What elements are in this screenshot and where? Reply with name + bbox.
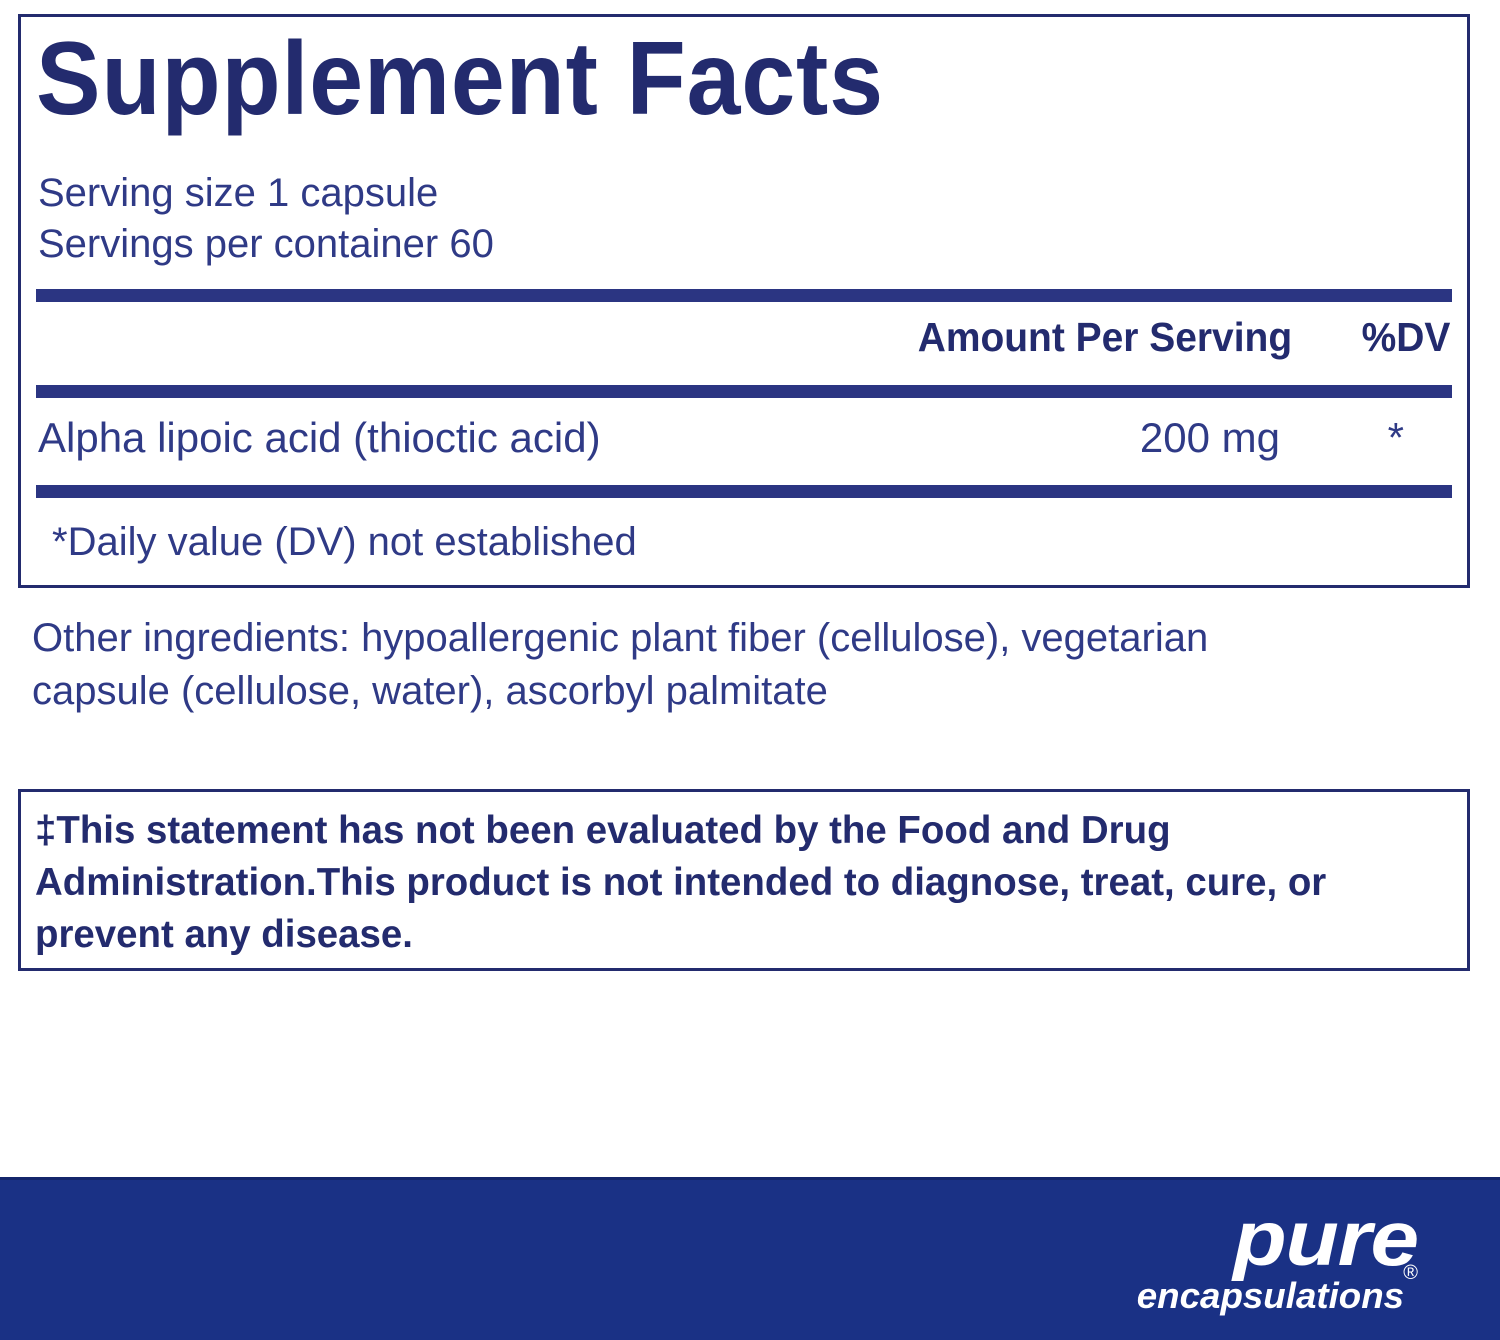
other-ingredients-text: Other ingredients: hypoallergenic plant … — [32, 616, 1209, 713]
serving-size-text: Serving size 1 capsule — [38, 171, 439, 215]
supplement-facts-panel: Supplement Facts Serving size 1 capsule … — [18, 14, 1470, 588]
column-header-percent-dv: %DV — [1361, 314, 1450, 360]
footer-top-divider — [0, 1177, 1500, 1180]
registered-trademark-icon: ® — [1403, 1262, 1418, 1284]
brand-logo-primary-text: pure — [1233, 1194, 1419, 1282]
page-title: Supplement Facts — [36, 21, 884, 137]
supplement-facts-inner: Supplement Facts Serving size 1 capsule … — [36, 17, 1452, 585]
daily-value-footnote: *Daily value (DV) not established — [52, 520, 637, 564]
brand-logo-secondary-text: encapsulations — [1136, 1275, 1404, 1316]
nutrient-percent-dv: * — [1387, 414, 1404, 461]
servings-per-container-text: Servings per container 60 — [38, 222, 494, 266]
table-header-row: Amount Per Serving %DV — [36, 309, 1452, 375]
rule-above-header — [36, 289, 1452, 302]
column-header-amount-per-serving: Amount Per Serving — [917, 314, 1292, 360]
nutrient-name: Alpha lipoic acid (thioctic acid) — [38, 414, 601, 461]
rule-below-header — [36, 385, 1452, 398]
rule-below-nutrients — [36, 485, 1452, 498]
table-row: Alpha lipoic acid (thioctic acid) 200 mg… — [36, 409, 1452, 471]
brand-logo: pure ® encapsulations — [1118, 1194, 1419, 1315]
brand-footer-bar: pure ® encapsulations — [0, 1177, 1500, 1340]
fda-disclaimer-box: ‡This statement has not been evaluated b… — [18, 789, 1470, 971]
nutrient-amount: 200 mg — [1139, 414, 1280, 461]
fda-disclaimer-text: ‡This statement has not been evaluated b… — [35, 809, 1327, 956]
